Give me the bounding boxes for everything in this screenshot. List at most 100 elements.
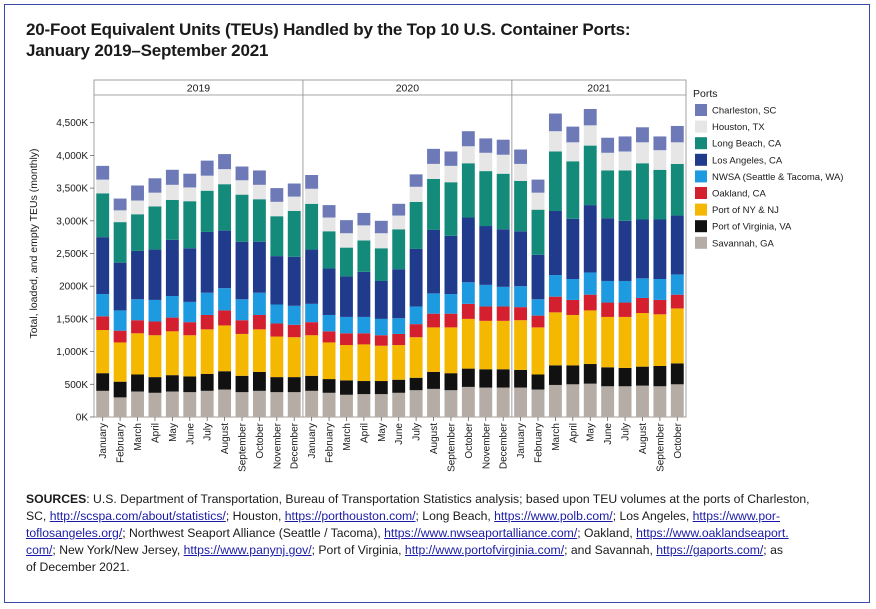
bar-segment-long-beach-ca bbox=[252, 199, 266, 242]
legend-item-port-of-ny-nj: Port of NY & NJ bbox=[695, 203, 779, 216]
link-houston[interactable]: https://porthouston.com/ bbox=[284, 509, 416, 523]
bar-segment-port-of-virginia-va bbox=[618, 367, 632, 387]
bar-segment-long-beach-ca bbox=[583, 145, 597, 206]
bar-segment-savannah-ga bbox=[479, 387, 493, 417]
sources-text-2a: SC, bbox=[26, 509, 50, 523]
bar-segment-charleston-sc bbox=[183, 173, 197, 188]
sources-text-3a: ; Northwest Seaport Alliance (Seattle / … bbox=[122, 526, 385, 540]
bar-segment-port-of-ny-nj bbox=[200, 329, 214, 374]
bar-segment-port-of-virginia-va bbox=[601, 367, 615, 387]
bar-segment-long-beach-ca bbox=[514, 180, 528, 232]
bar-segment-long-beach-ca bbox=[148, 206, 162, 250]
bar-segment-charleston-sc bbox=[96, 165, 110, 180]
bar-segment-houston-tx bbox=[218, 169, 232, 185]
bar-stack-11 bbox=[270, 188, 284, 417]
link-nwsa[interactable]: https://www.nwseaportalliance.com/ bbox=[384, 526, 578, 540]
bar-segment-long-beach-ca bbox=[287, 210, 301, 257]
bar-segment-nwsa-seattle-tacoma-wa bbox=[392, 318, 406, 334]
legend-swatch bbox=[695, 187, 707, 199]
bar-segment-oakland-ca bbox=[427, 313, 440, 328]
bar-segment-nwsa-seattle-tacoma-wa bbox=[601, 280, 615, 303]
bar-segment-long-beach-ca bbox=[427, 178, 440, 230]
y-tick-label: 500K bbox=[65, 380, 89, 391]
bar-segment-savannah-ga bbox=[566, 384, 580, 417]
x-tick-label: August bbox=[638, 423, 649, 454]
bar-segment-long-beach-ca bbox=[305, 203, 319, 250]
bar-segment-port-of-ny-nj bbox=[392, 345, 406, 380]
bar-segment-houston-tx bbox=[235, 180, 249, 195]
bar-segment-oakland-ca bbox=[392, 333, 406, 346]
bar-segment-houston-tx bbox=[653, 150, 667, 170]
bar-stack-19 bbox=[409, 174, 423, 417]
bar-segment-los-angeles-ca bbox=[583, 205, 597, 273]
link-los-angeles-part-2[interactable]: toflosangeles.org/ bbox=[26, 526, 123, 540]
bar-stack-15 bbox=[340, 220, 353, 417]
link-oakland-part-2[interactable]: com/ bbox=[26, 543, 53, 557]
bar-segment-houston-tx bbox=[601, 152, 615, 171]
x-tick-label: April bbox=[568, 423, 579, 443]
bar-segment-savannah-ga bbox=[305, 390, 319, 417]
bar-stack-14 bbox=[322, 205, 336, 417]
link-savannah[interactable]: https://gaports.com/ bbox=[656, 543, 764, 557]
sources-text-3b: ; Oakland, bbox=[577, 526, 637, 540]
bar-segment-charleston-sc bbox=[165, 169, 179, 185]
bar-segment-long-beach-ca bbox=[374, 248, 388, 281]
bar-segment-los-angeles-ca bbox=[514, 231, 528, 287]
bar-segment-charleston-sc bbox=[340, 220, 353, 234]
bar-segment-port-of-virginia-va bbox=[131, 374, 144, 392]
x-tick-label: May bbox=[377, 423, 388, 442]
bar-segment-savannah-ga bbox=[374, 394, 388, 417]
bar-segment-nwsa-seattle-tacoma-wa bbox=[165, 296, 179, 318]
bar-segment-long-beach-ca bbox=[96, 193, 110, 238]
bar-segment-port-of-virginia-va bbox=[218, 371, 232, 390]
bar-segment-los-angeles-ca bbox=[374, 280, 388, 319]
link-virginia[interactable]: http://www.portofvirginia.com/ bbox=[404, 543, 565, 557]
bar-stack-30 bbox=[601, 137, 615, 417]
bar-segment-charleston-sc bbox=[322, 205, 336, 218]
bar-segment-port-of-virginia-va bbox=[322, 379, 336, 393]
link-long-beach[interactable]: https://www.polb.com/ bbox=[494, 509, 613, 523]
bar-segment-charleston-sc bbox=[461, 131, 475, 147]
x-tick-label: October bbox=[673, 422, 684, 458]
bar-segment-port-of-virginia-va bbox=[357, 381, 371, 395]
bar-segment-port-of-virginia-va bbox=[96, 373, 110, 391]
bar-stack-21 bbox=[444, 151, 458, 417]
bar-segment-los-angeles-ca bbox=[200, 231, 214, 293]
bar-stack-34 bbox=[670, 125, 684, 417]
bar-segment-houston-tx bbox=[165, 184, 179, 200]
bar-segment-nwsa-seattle-tacoma-wa bbox=[235, 299, 249, 321]
bar-segment-oakland-ca bbox=[479, 306, 493, 321]
bar-segment-port-of-ny-nj bbox=[670, 308, 684, 364]
x-tick-label: December bbox=[290, 422, 301, 469]
legend-swatch bbox=[695, 120, 707, 133]
legend-label: Long Beach, CA bbox=[712, 139, 782, 150]
bar-stack-2 bbox=[113, 198, 127, 417]
bar-segment-savannah-ga bbox=[270, 392, 284, 417]
bar-segment-charleston-sc bbox=[113, 198, 127, 211]
link-charleston[interactable]: http://scspa.com/about/statistics/ bbox=[49, 509, 226, 523]
bar-segment-port-of-ny-nj bbox=[479, 320, 493, 370]
bar-segment-nwsa-seattle-tacoma-wa bbox=[566, 279, 580, 300]
link-oakland-part-1[interactable]: https://www.oaklandseaport. bbox=[636, 526, 789, 540]
link-los-angeles-part-1[interactable]: https://www.por- bbox=[692, 509, 781, 523]
x-tick-label: October bbox=[255, 422, 266, 458]
x-tick-label: May bbox=[168, 423, 179, 442]
bar-segment-charleston-sc bbox=[496, 139, 510, 155]
y-tick-label: 0K bbox=[76, 413, 89, 424]
y-tick-label: 4,000K bbox=[56, 151, 88, 162]
bar-segment-oakland-ca bbox=[96, 316, 110, 331]
link-ny-nj[interactable]: https://www.panynj.gov/ bbox=[183, 543, 312, 557]
bar-segment-long-beach-ca bbox=[409, 201, 423, 249]
bar-segment-port-of-virginia-va bbox=[636, 366, 649, 386]
bar-segment-charleston-sc bbox=[636, 127, 649, 143]
bar-segment-charleston-sc bbox=[218, 154, 232, 170]
bar-segment-houston-tx bbox=[270, 201, 284, 217]
y-tick-label: 3,000K bbox=[56, 216, 88, 227]
legend-item-los-angeles-ca: Los Angeles, CA bbox=[695, 153, 783, 166]
bar-segment-nwsa-seattle-tacoma-wa bbox=[357, 316, 371, 334]
bar-segment-charleston-sc bbox=[531, 179, 545, 193]
bar-segment-oakland-ca bbox=[548, 296, 562, 313]
bar-segment-charleston-sc bbox=[514, 149, 528, 164]
bar-segment-los-angeles-ca bbox=[531, 254, 545, 300]
bar-segment-port-of-virginia-va bbox=[165, 375, 179, 392]
